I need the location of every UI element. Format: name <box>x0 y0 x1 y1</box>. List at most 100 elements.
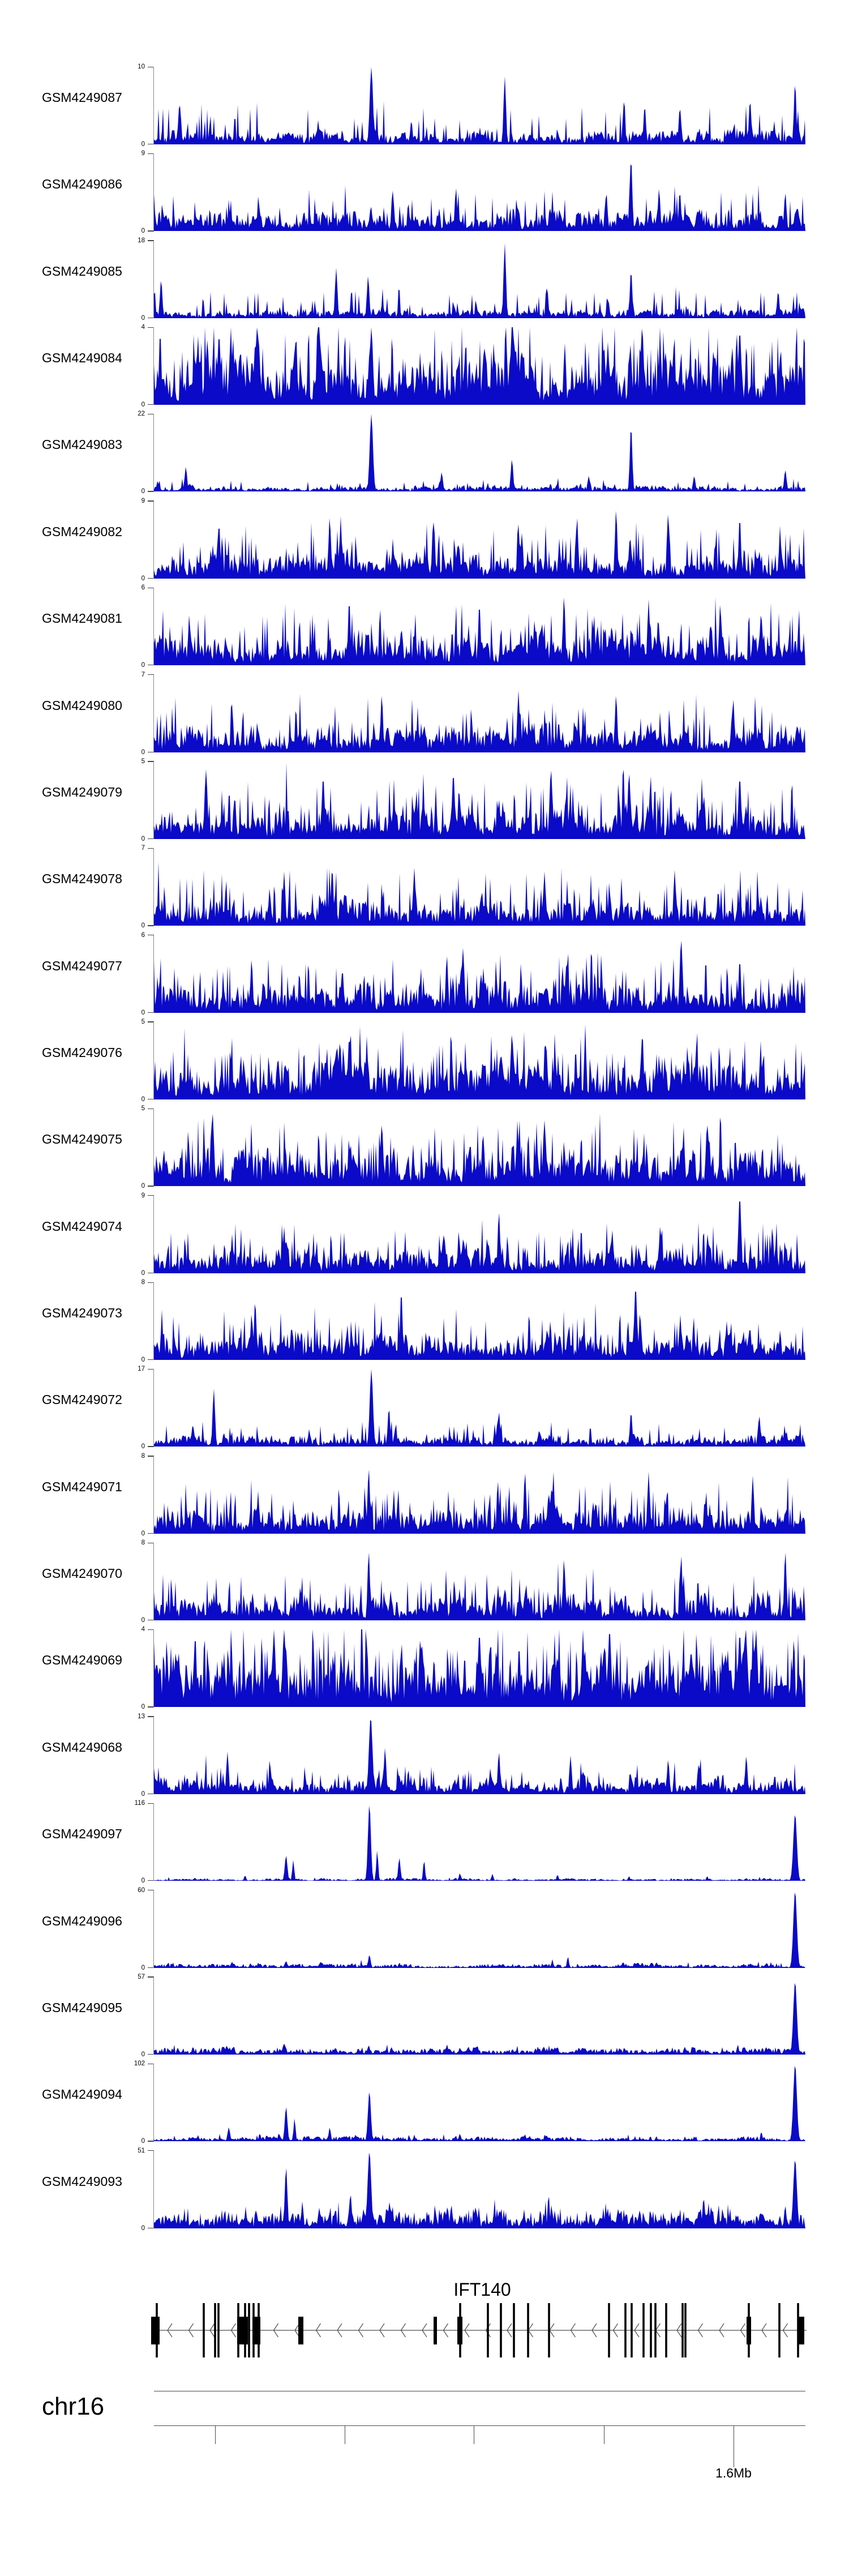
track-ymax-label: 13 <box>138 1713 145 1720</box>
y-axis-bottom-tick <box>148 2053 154 2055</box>
y-axis-bottom-tick <box>148 404 154 405</box>
gene-name-label: IFT140 <box>453 2279 511 2300</box>
y-axis-bottom-tick <box>148 230 154 232</box>
gene-exon-tall <box>642 2303 645 2357</box>
coverage-track-row: GSM4249086 9 0 <box>0 151 849 234</box>
track-ybase-label: 0 <box>141 1183 145 1190</box>
coverage-track-row: GSM4249071 8 0 <box>0 1453 849 1537</box>
gene-exon-tall <box>650 2303 652 2357</box>
coverage-signal-plot <box>154 862 805 926</box>
coverage-track-row: GSM4249080 7 0 <box>0 671 849 755</box>
track-ymax-label: 9 <box>141 1192 145 1199</box>
track-ymax-label: 9 <box>141 497 145 504</box>
strand-direction-arrow-icon <box>507 2323 512 2338</box>
coverage-signal-plot <box>154 690 805 752</box>
track-ybase-label: 0 <box>141 1964 145 1971</box>
y-axis-top-tick <box>148 153 154 155</box>
track-ybase-label: 0 <box>141 1530 145 1537</box>
track-ymax-label: 22 <box>138 410 145 418</box>
strand-direction-arrow-icon <box>634 2323 640 2338</box>
track-ymax-label: 6 <box>141 584 145 592</box>
strand-direction-arrow-icon <box>167 2323 173 2338</box>
track-ybase-label: 0 <box>141 575 145 582</box>
y-axis-top-tick <box>148 1195 154 1196</box>
track-ybase-label: 0 <box>141 922 145 930</box>
track-ybase-label: 0 <box>141 2138 145 2145</box>
track-sample-label: GSM4249070 <box>42 1566 122 1581</box>
track-sample-label: GSM4249093 <box>42 2173 122 2189</box>
track-sample-label: GSM4249078 <box>42 871 122 887</box>
gene-exon-tall <box>684 2303 687 2357</box>
y-axis-line <box>153 761 155 839</box>
strand-direction-arrow-icon <box>570 2323 576 2338</box>
track-ybase-label: 0 <box>141 1877 145 1885</box>
coverage-signal-plot <box>154 1114 805 1187</box>
coverage-track-row: GSM4249075 5 0 <box>0 1106 849 1189</box>
gene-exon-tall <box>654 2303 657 2357</box>
strand-direction-arrow-icon <box>719 2323 724 2338</box>
coverage-track-row: GSM4249084 4 0 <box>0 324 849 408</box>
y-axis-line <box>153 240 155 318</box>
gene-exon-cds <box>237 2317 248 2344</box>
track-ybase-label: 0 <box>141 1269 145 1277</box>
ruler-minor-tick <box>215 2425 216 2444</box>
strand-direction-arrow-icon <box>464 2323 470 2338</box>
coverage-signal-plot <box>154 940 805 1013</box>
coverage-signal-plot <box>154 1983 805 2055</box>
y-axis-top-tick <box>148 2150 154 2151</box>
track-sample-label: GSM4249082 <box>42 524 122 539</box>
y-axis-line <box>153 2150 155 2228</box>
track-ybase-label: 0 <box>141 1357 145 1364</box>
y-axis-line <box>153 935 155 1013</box>
track-ybase-label: 0 <box>141 835 145 842</box>
track-ybase-label: 0 <box>141 1617 145 1624</box>
genome-ruler-axis <box>154 2425 805 2427</box>
strand-direction-arrow-icon <box>782 2323 788 2338</box>
gene-exon-tall <box>500 2303 502 2357</box>
track-sample-label: GSM4249087 <box>42 90 122 105</box>
gene-exon-cds <box>151 2317 160 2344</box>
track-ybase-label: 0 <box>141 748 145 756</box>
coverage-track-row: GSM4249097 116 0 <box>0 1800 849 1884</box>
coverage-signal-plot <box>154 2152 805 2228</box>
gene-exon-tall <box>681 2303 684 2357</box>
coverage-signal-plot <box>154 1805 805 1881</box>
track-ymax-label: 7 <box>141 671 145 678</box>
track-ybase-label: 0 <box>141 2051 145 2058</box>
coverage-signal-plot <box>154 67 805 144</box>
track-sample-label: GSM4249084 <box>42 350 122 366</box>
coverage-track-row: GSM4249085 18 0 <box>0 237 849 321</box>
y-axis-top-tick <box>148 1976 154 1978</box>
y-axis-line <box>153 153 155 232</box>
track-ymax-label: 51 <box>138 2147 145 2154</box>
track-sample-label: GSM4249071 <box>42 1479 122 1494</box>
track-sample-label: GSM4249085 <box>42 263 122 279</box>
y-axis-line <box>153 674 155 752</box>
track-sample-label: GSM4249094 <box>42 2087 122 2102</box>
coverage-track-row: GSM4249076 5 0 <box>0 1019 849 1102</box>
track-sample-label: GSM4249080 <box>42 698 122 713</box>
track-sample-label: GSM4249076 <box>42 1045 122 1060</box>
coverage-signal-plot <box>154 1469 805 1534</box>
strand-direction-arrow-icon <box>315 2323 321 2338</box>
y-axis-line <box>153 1976 155 2055</box>
y-axis-top-tick <box>148 674 154 675</box>
track-ymax-label: 57 <box>138 1973 145 1980</box>
strand-direction-arrow-icon <box>358 2323 364 2338</box>
gene-exon-cds <box>747 2317 751 2344</box>
y-axis-line <box>153 1803 155 1881</box>
y-axis-bottom-tick <box>148 1533 154 1534</box>
y-axis-top-tick <box>148 500 154 502</box>
coverage-signal-plot <box>154 1369 805 1447</box>
y-axis-line <box>153 1890 155 1968</box>
coverage-track-row: GSM4249068 13 0 <box>0 1713 849 1797</box>
track-ybase-label: 0 <box>141 1790 145 1798</box>
coverage-track-row: GSM4249094 102 0 <box>0 2061 849 2145</box>
gene-exon-tall <box>797 2303 799 2357</box>
coverage-track-row: GSM4249095 57 0 <box>0 1973 849 2057</box>
coverage-track-row: GSM4249073 8 0 <box>0 1280 849 1363</box>
coverage-track-row: GSM4249082 9 0 <box>0 497 849 581</box>
gene-exon-cds <box>298 2317 303 2344</box>
track-ybase-label: 0 <box>141 1009 145 1016</box>
gene-exon-cds <box>434 2317 437 2344</box>
